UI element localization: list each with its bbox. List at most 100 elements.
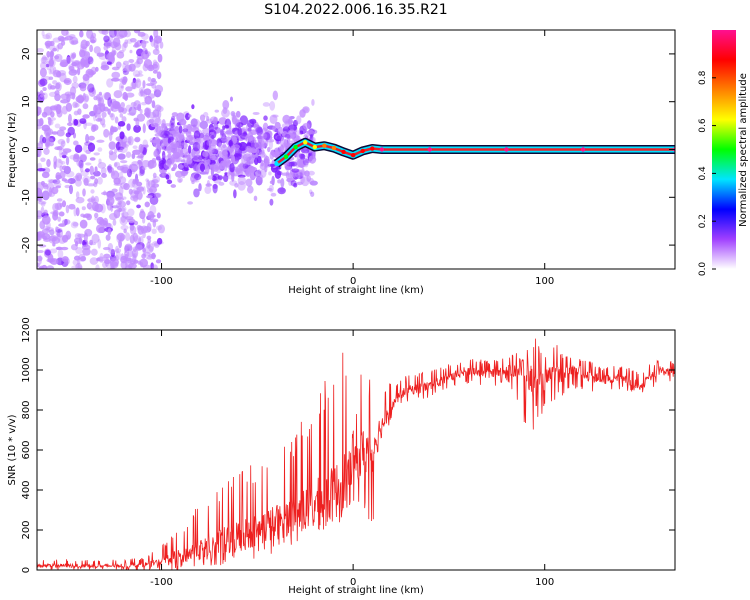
spectrogram-cell [128, 59, 135, 64]
spectrogram-cell [187, 114, 192, 118]
spectrogram-cell [110, 125, 115, 135]
spectrogram-cell [90, 175, 96, 180]
spectrogram-cell [81, 244, 91, 251]
spectrogram-cell [277, 187, 286, 195]
spectrogram-cell [257, 133, 263, 142]
spectrogram-cell [152, 172, 157, 179]
spectrogram-ridge-point [504, 147, 509, 152]
spectrogram-cell [170, 122, 175, 129]
spectrogram-cell [269, 198, 274, 206]
spectrogram-cell [134, 41, 139, 48]
spectrogram-ridge-point [274, 161, 279, 167]
spectrogram-cell [199, 114, 206, 122]
spectrogram-cell [67, 113, 72, 124]
x-tick-label: -100 [150, 577, 173, 588]
spectrogram-cell [153, 39, 159, 49]
spectrogram-cell [157, 224, 166, 234]
spectrogram-cell [205, 183, 212, 187]
spectrogram-cell [78, 253, 86, 262]
spectrogram-cell [142, 217, 146, 224]
spectrogram-cell [207, 175, 214, 180]
spectrogram-cell [104, 257, 110, 267]
spectrogram-cell [103, 35, 110, 43]
spectrogram-cell [45, 140, 49, 150]
spectrogram-cell [167, 127, 176, 132]
spectrogram-cell [126, 200, 131, 206]
spectrogram-cell [139, 258, 149, 268]
y-tick-label: 400 [21, 480, 32, 499]
spectrogram-cell [255, 173, 264, 181]
spectrogram-cell [135, 78, 142, 89]
spectrogram-cell [171, 121, 176, 129]
spectrogram-cell [170, 125, 176, 131]
spectrogram-cell [126, 257, 133, 264]
spectrogram-cell [53, 103, 62, 111]
spectrogram-cell [107, 108, 111, 115]
spectrogram-cell [269, 100, 276, 111]
spectrogram-cell [110, 77, 120, 82]
spectrogram-cell [182, 154, 186, 164]
spectrogram-ridge [275, 141, 675, 165]
spectrogram-cell [256, 155, 262, 164]
spectrogram-cell [124, 243, 132, 249]
spectrogram-cell [126, 168, 132, 178]
spectrogram-cell [202, 127, 210, 135]
spectrogram-cell [137, 103, 142, 112]
spectrogram-cell [140, 101, 147, 106]
spectrogram-cell [70, 40, 75, 45]
spectrogram-cell [171, 167, 175, 172]
spectrogram-cell [126, 38, 133, 44]
spectrogram-cell [57, 249, 64, 259]
spectrogram-cell [42, 235, 47, 240]
spectrogram-cell [75, 191, 80, 199]
spectrogram-cell [219, 160, 226, 170]
spectrogram-cell [60, 246, 69, 251]
spectrogram-cell [187, 201, 193, 205]
spectrogram-cell [253, 195, 258, 202]
spectrogram-cell [42, 92, 48, 100]
spectrogram-cell [73, 140, 79, 146]
spectrogram-cell [136, 113, 146, 122]
spectrogram-cell [280, 177, 285, 188]
spectrogram-cell [103, 190, 107, 196]
spectrogram-cell [72, 222, 79, 227]
spectrogram-cell [103, 45, 109, 51]
spectrogram-cell [117, 121, 126, 127]
y-tick-label: 800 [21, 400, 32, 419]
spectrogram-cell [128, 188, 133, 195]
spectrogram-cell [131, 248, 139, 258]
spectrogram-cell [90, 248, 98, 256]
spectrogram-cell [154, 84, 164, 94]
spectrogram-cell [225, 130, 234, 135]
spectrogram-cell [138, 173, 143, 177]
spectrogram-cell [121, 78, 127, 85]
colorbar-label: Normalized spectral amplitude [738, 73, 749, 227]
spectrogram-cell [84, 168, 90, 173]
spectrogram-cell [59, 144, 65, 151]
x-tick-label: 0 [350, 577, 356, 588]
spectrogram-cell [179, 118, 187, 126]
snr-panel: -100 0 100 0 200 400 600 800 1000 1200 Height of… [7, 317, 676, 596]
spectrogram-cell [221, 153, 228, 160]
spectrogram-cell [116, 232, 126, 242]
spectrogram-cell [88, 242, 97, 246]
spectrogram-cell [276, 135, 282, 145]
spectrogram-cell [114, 116, 119, 124]
spectrogram-cell [171, 156, 181, 163]
x-tick-label: 100 [535, 577, 554, 588]
colorbar-tick-label: 0.0 [698, 262, 708, 277]
spectrogram-cell [86, 183, 95, 187]
spectrogram-cell [214, 109, 219, 113]
spectrogram-cell [222, 142, 227, 149]
spectrogram-cell [133, 124, 141, 133]
spectrogram-cell [123, 228, 127, 234]
spectrogram-cell [103, 92, 111, 100]
spectrogram-cell [158, 158, 166, 165]
spectrogram-cell [100, 167, 107, 175]
spectrogram-cell [89, 157, 96, 161]
spectrogram-cell [37, 249, 44, 254]
spectrogram-cell [237, 174, 246, 178]
spectrogram-cell [142, 123, 146, 134]
